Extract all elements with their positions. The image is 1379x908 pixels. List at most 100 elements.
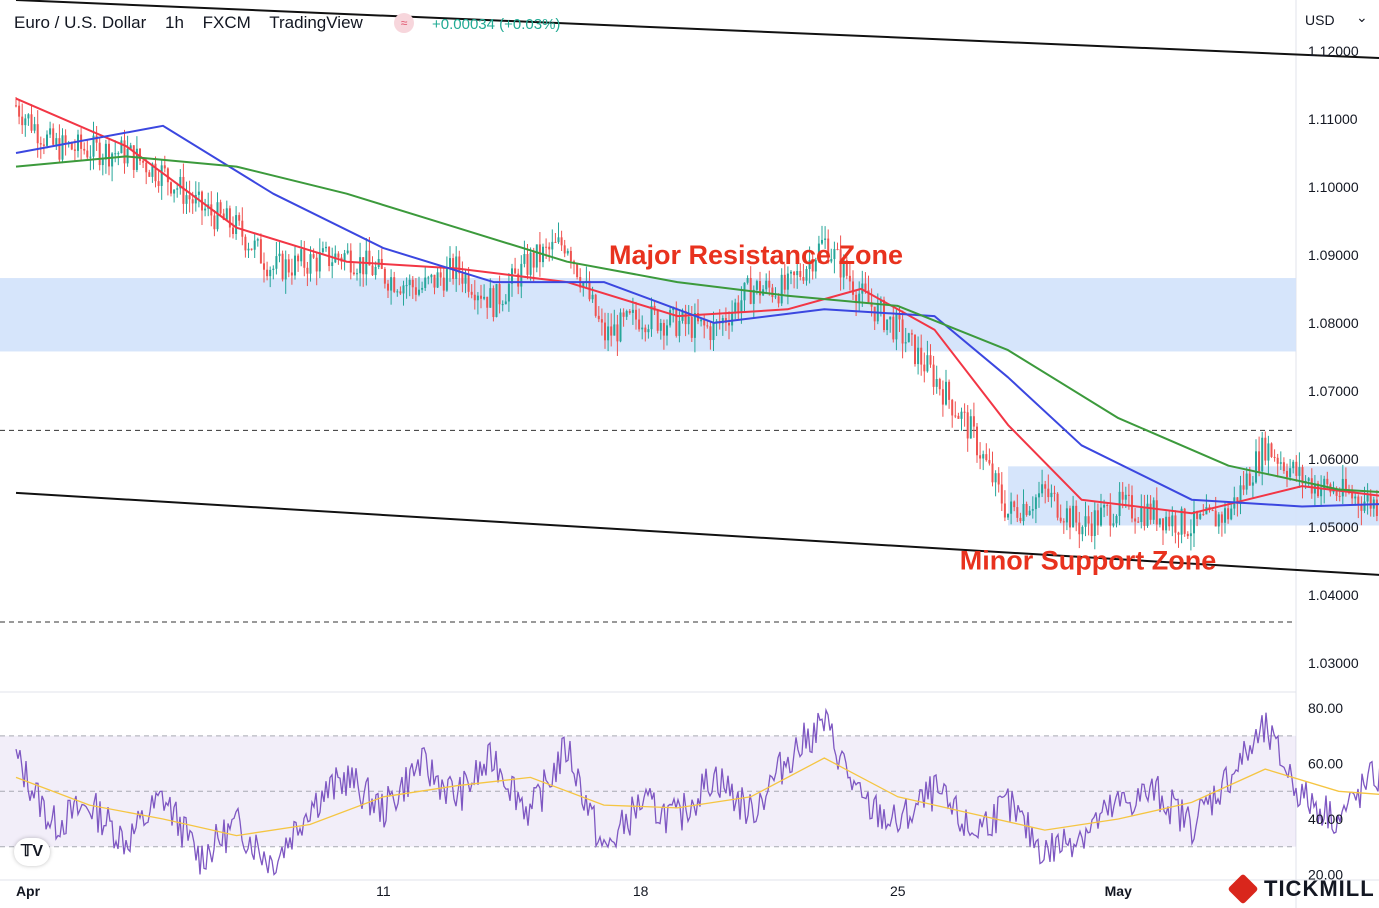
candle-body — [250, 248, 253, 250]
candle-body — [489, 288, 492, 308]
candle-body — [266, 269, 269, 277]
candle-body — [92, 135, 95, 157]
candle-body — [889, 316, 892, 320]
candle-body — [591, 294, 594, 300]
candle-body — [938, 378, 941, 390]
candle-body — [501, 304, 504, 306]
candle-body — [1174, 515, 1177, 533]
candle-body — [393, 277, 396, 292]
candle-body — [597, 315, 600, 320]
candle-body — [910, 333, 913, 335]
candle-body — [1224, 508, 1226, 523]
candle-body — [1087, 516, 1090, 524]
candle-body — [284, 259, 287, 280]
candle-body — [954, 415, 957, 417]
candle-body — [712, 323, 715, 341]
candle-body — [1199, 514, 1202, 519]
candle-body — [188, 195, 191, 200]
candle-body — [1239, 485, 1242, 505]
candle-body — [1016, 507, 1019, 518]
candle-body — [619, 312, 622, 342]
interval-label[interactable]: 1h — [165, 13, 184, 32]
candle-body — [191, 199, 194, 204]
candle-body — [269, 269, 272, 277]
candle-body — [693, 312, 696, 338]
currency-select[interactable]: USD — [1305, 12, 1335, 28]
candle-body — [855, 294, 858, 304]
candle-body — [1341, 478, 1344, 497]
candle-body — [935, 378, 938, 387]
candle-body — [1041, 484, 1044, 494]
candle-body — [1038, 493, 1040, 498]
candle-body — [405, 285, 408, 287]
candle-body — [163, 165, 166, 169]
candle-body — [204, 208, 207, 211]
candle-body — [98, 142, 101, 166]
candle-body — [151, 163, 154, 177]
candle-body — [1003, 503, 1006, 518]
candle-body — [414, 287, 417, 295]
resistance-zone-label: Major Resistance Zone — [609, 240, 903, 270]
candle-body — [743, 282, 746, 301]
candle-body — [1124, 494, 1127, 500]
candle-body — [740, 300, 743, 313]
candle-body — [1323, 478, 1326, 489]
candle-body — [1258, 451, 1261, 472]
candle-body — [89, 156, 92, 158]
candle-body — [157, 181, 160, 186]
candle-body — [39, 143, 42, 145]
candle-body — [721, 318, 724, 324]
candle-body — [551, 241, 554, 250]
candle-body — [1236, 497, 1239, 505]
candle-body — [858, 293, 861, 304]
candle-body — [672, 307, 675, 311]
candle-body — [780, 274, 783, 304]
candle-body — [932, 364, 935, 387]
candle-body — [833, 249, 836, 260]
candle-body — [225, 208, 228, 220]
candle-body — [985, 454, 988, 461]
indicator-toggle-icon[interactable]: ≈ — [394, 13, 414, 33]
candle-body — [95, 135, 98, 143]
candle-body — [886, 319, 889, 331]
candle-body — [64, 135, 67, 145]
candle-body — [607, 326, 610, 341]
candle-body — [170, 182, 172, 194]
chevron-down-icon[interactable]: ⌄ — [1356, 9, 1368, 25]
candle-body — [1075, 505, 1078, 523]
candle-body — [737, 302, 740, 313]
candle-body — [55, 138, 58, 145]
candle-body — [830, 259, 833, 262]
candle-body — [966, 412, 969, 439]
tradingview-logo-icon[interactable]: 𝕋V — [14, 838, 50, 866]
candle-body — [1050, 492, 1053, 498]
candle-body — [83, 148, 86, 151]
candle-body — [148, 172, 151, 177]
candle-body — [662, 322, 665, 336]
candle-body — [1344, 478, 1347, 493]
candle-body — [610, 326, 613, 336]
candle-body — [139, 148, 141, 161]
candle-body — [1295, 461, 1298, 476]
time-tick-label: Apr — [16, 883, 41, 899]
candle-body — [371, 265, 374, 276]
candle-body — [1251, 482, 1254, 486]
candle-body — [647, 329, 650, 333]
candle-body — [104, 143, 107, 160]
candle-body — [690, 316, 693, 338]
candle-body — [1326, 478, 1329, 485]
brand-name: TICKMILL — [1264, 876, 1375, 901]
candle-body — [1264, 437, 1267, 461]
candle-body — [1193, 511, 1195, 534]
candle-body — [616, 324, 619, 342]
rsi-tick-label: 60.00 — [1308, 756, 1343, 772]
candle-body — [957, 415, 960, 419]
rsi-tick-label: 40.00 — [1308, 811, 1343, 827]
candle-body — [808, 259, 811, 269]
symbol-name[interactable]: Euro / U.S. Dollar — [14, 13, 147, 32]
candle-body — [907, 333, 910, 343]
candle-body — [1189, 533, 1192, 537]
rsi-signal-line — [15, 757, 1379, 837]
candle-body — [263, 263, 265, 270]
